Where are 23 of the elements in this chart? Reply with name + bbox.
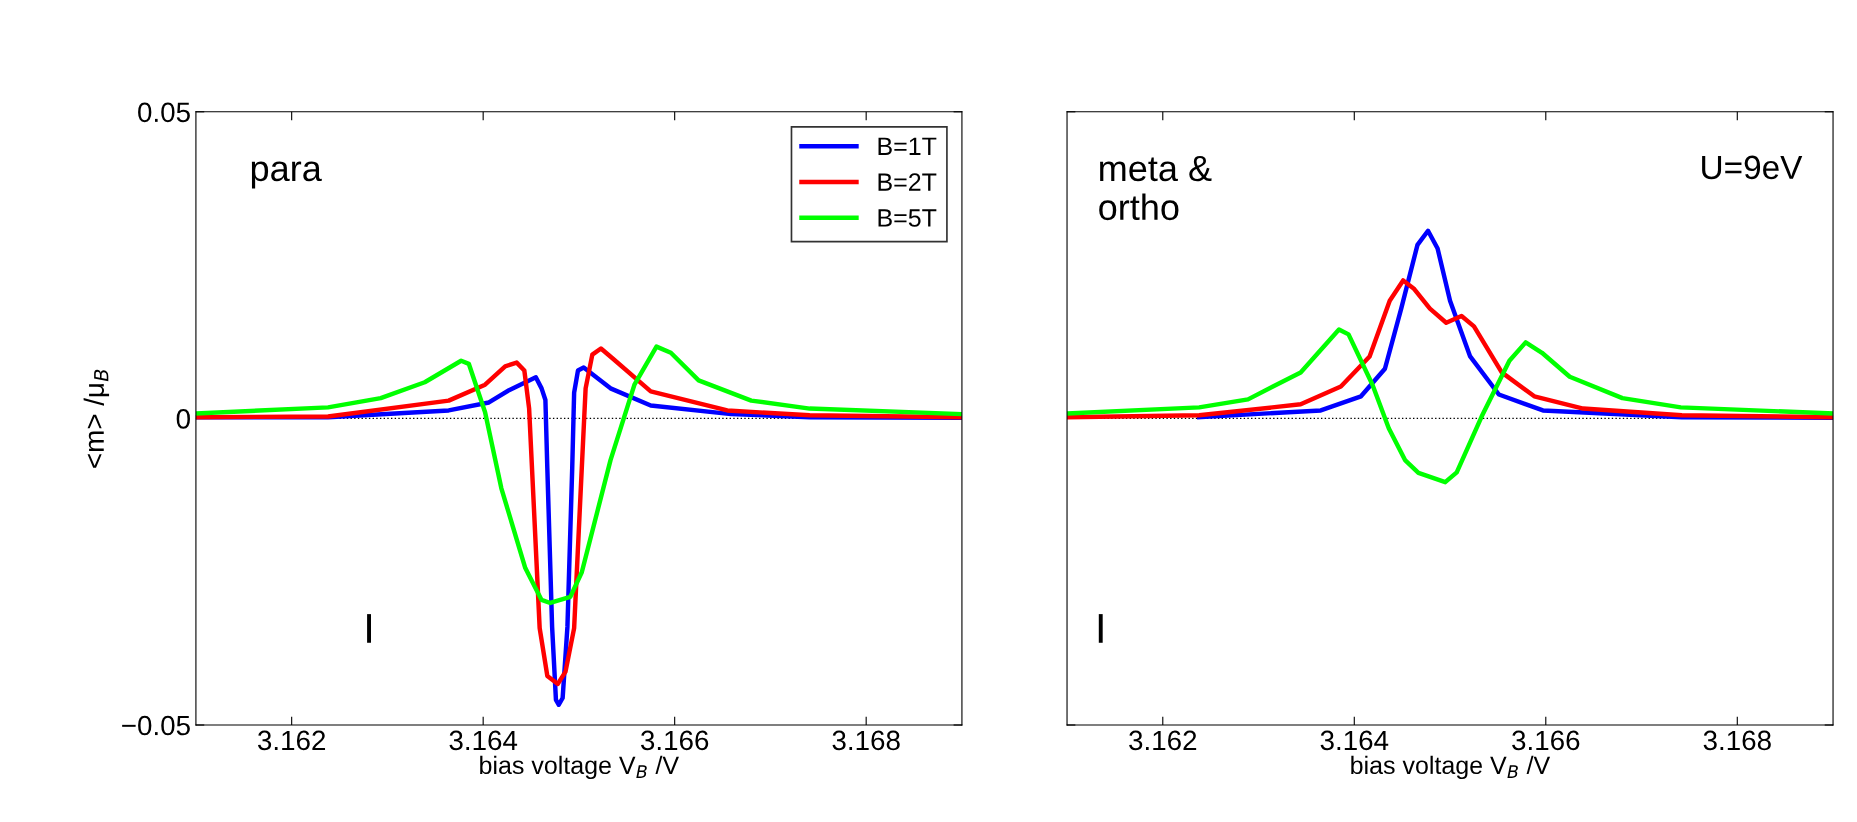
legend-label: B=2T [878,173,937,191]
annotation: U=9eV [1702,155,1803,180]
x-tick-label: 3.168 [1703,730,1771,751]
x-tick-label: 3.166 [1512,730,1580,751]
x-tick-label: 3.166 [640,730,709,751]
x-tick-label: 3.168 [832,730,900,751]
x-tick-label: 3.162 [257,730,326,751]
annotation: I [367,614,371,643]
legend-label: B=5T [878,209,937,227]
annotation: meta & ortho [1099,155,1212,221]
x-axis-title: bias voltage V$_{B}$ /V [480,755,679,780]
legend-label: B=1T [878,137,937,155]
x-tick-label: 3.164 [449,730,518,751]
x-tick-label: 3.164 [1320,730,1389,751]
annotation: para [251,161,322,189]
x-tick-label: 3.162 [1129,730,1197,751]
annotation: I [1098,614,1103,643]
x-axis-title: bias voltage V$_{B}$ /V [1351,755,1551,780]
line-series [195,344,962,606]
y-tick-label: −0.05 [122,715,190,736]
y-tick-label: 0.05 [138,102,190,123]
y-axis-title: <m> /μ$_{B}$ [83,369,110,468]
y-tick-label: 0 [176,409,190,429]
